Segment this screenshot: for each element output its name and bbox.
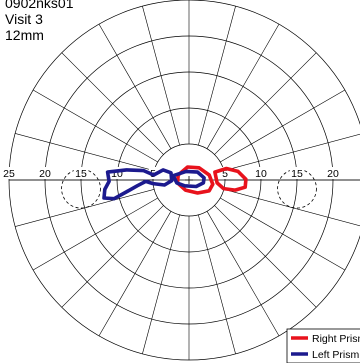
axis-tick-label-bg	[325, 167, 341, 179]
axis-tick-label: 15	[291, 168, 303, 180]
axis-tick-label-bg	[73, 167, 89, 179]
axis-tick-label: 20	[327, 168, 339, 180]
series-contour	[102, 168, 174, 201]
axis-tick-label: 15	[75, 168, 87, 180]
visit-label: Visit 3	[5, 11, 43, 27]
series-contour	[213, 166, 248, 192]
axis-tick-label-bg	[289, 167, 305, 179]
axis-tick-label-bg	[37, 167, 53, 179]
legend-label: Right Prism	[312, 333, 360, 345]
axis-tick-label-bg	[220, 167, 230, 179]
axis-tick-label: 10	[255, 168, 267, 180]
legend-box	[286, 328, 360, 363]
grid-spoke	[223, 133, 360, 171]
blind-spot-ring	[277, 168, 317, 209]
axis-tick-label: 25	[3, 168, 15, 180]
axis-tick-label-bg	[253, 167, 269, 179]
axis-tick-label: 20	[39, 168, 51, 180]
grid-spoke	[223, 189, 360, 227]
axis-tick-label: 10	[111, 168, 123, 180]
distance-label: 12mm	[5, 27, 44, 43]
blind-spot-ring	[61, 168, 101, 209]
axis-tick-label: 5	[222, 168, 228, 180]
legend-label: Left Prism	[312, 349, 360, 361]
series-contour	[171, 169, 206, 189]
patient-id: 0902nks01	[5, 0, 74, 11]
axis-tick-label-bg	[1, 167, 17, 179]
recording-info: 0902nks01 Visit 3 12mm	[5, 0, 74, 43]
